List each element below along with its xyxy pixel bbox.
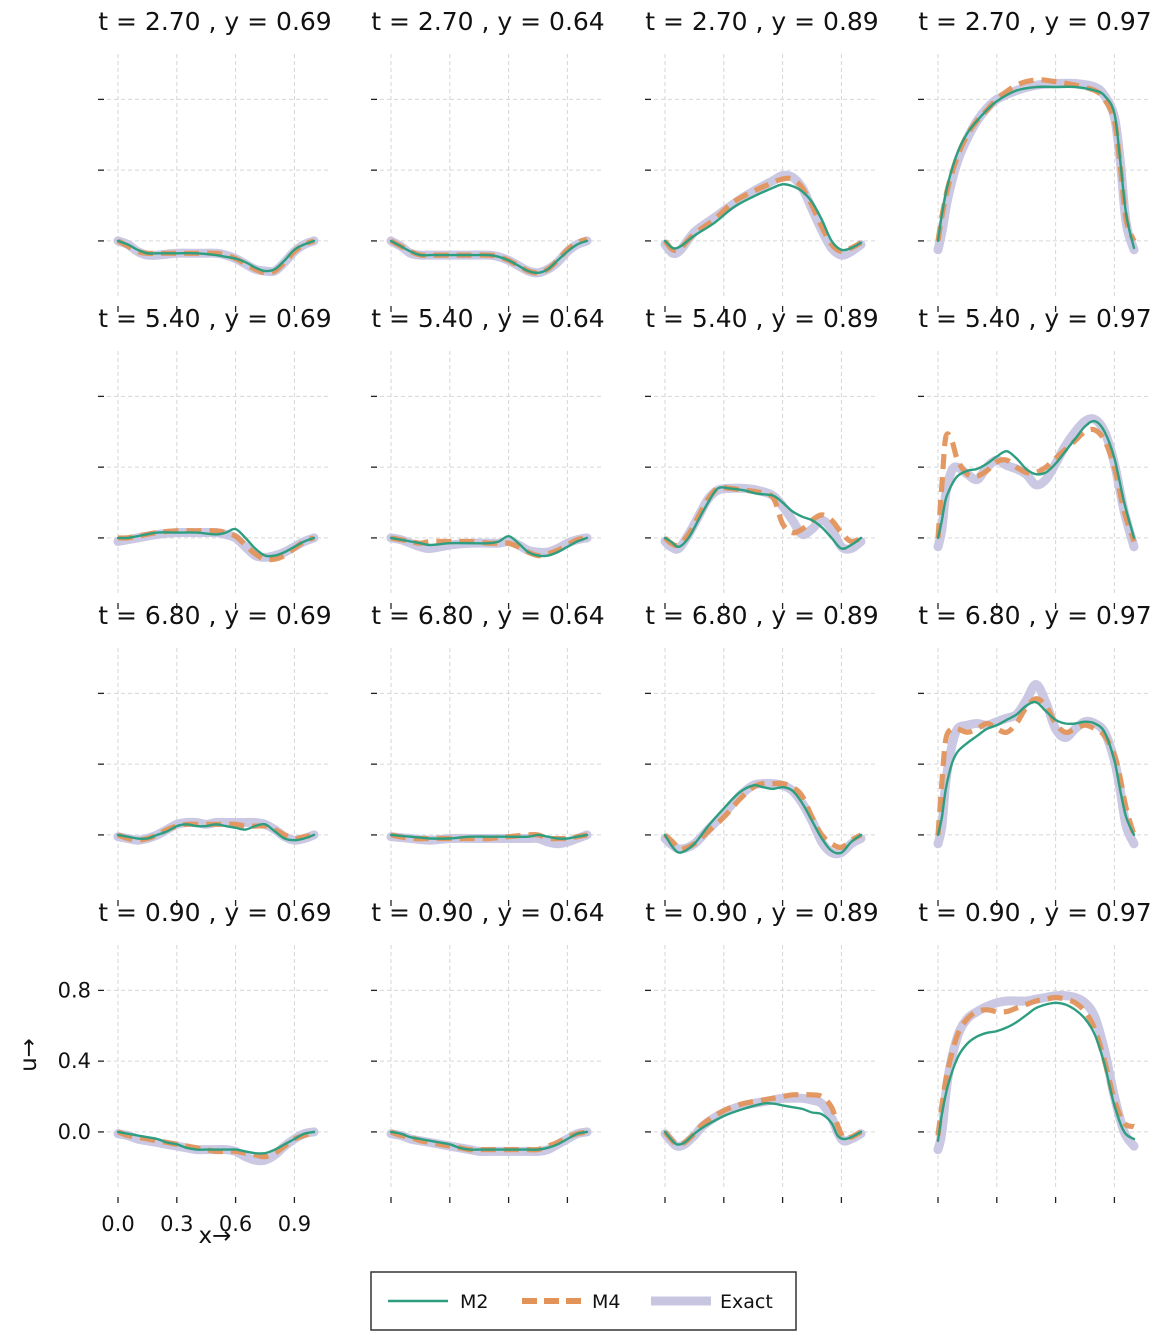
subplot: t = 6.80 , y = 0.69	[98, 601, 332, 906]
subplot: t = 6.80 , y = 0.97	[918, 601, 1152, 906]
subplot: t = 5.40 , y = 0.89	[645, 304, 879, 609]
subplot-title: t = 0.90 , y = 0.89	[645, 898, 878, 927]
x-axis-label: x→	[199, 1223, 232, 1249]
subplot-title: t = 6.80 , y = 0.97	[918, 601, 1151, 630]
gridlines	[100, 945, 330, 1189]
series-line-m4	[663, 484, 863, 549]
subplot-title: t = 5.40 , y = 0.97	[918, 304, 1151, 333]
x-tick-label: 0.6	[219, 1212, 252, 1236]
subplot: t = 6.80 , y = 0.64	[371, 601, 605, 906]
x-tick-label: 0.0	[101, 1212, 134, 1236]
series-line-m4	[935, 994, 1135, 1136]
series-line-exact	[113, 236, 319, 277]
subplot-title: t = 2.70 , y = 0.64	[371, 7, 604, 36]
series-line-m2	[116, 239, 316, 273]
series-line-m2	[389, 535, 589, 558]
series-line-m2	[116, 527, 316, 558]
x-tick-label: 0.3	[160, 1212, 193, 1236]
gridlines	[647, 54, 877, 298]
subplot-title: t = 5.40 , y = 0.89	[645, 304, 878, 333]
subplot: t = 2.70 , y = 0.97	[918, 7, 1152, 312]
subplot: t = 2.70 , y = 0.89	[645, 7, 879, 312]
series-line-m2	[663, 783, 863, 855]
subplot-title: t = 0.90 , y = 0.97	[918, 898, 1151, 927]
series-line-m2	[936, 700, 1136, 837]
gridlines	[100, 54, 330, 298]
y-tick-label: 0.4	[58, 1049, 91, 1073]
gridlines	[100, 648, 330, 892]
gridlines	[920, 54, 1150, 298]
series-line-m2	[663, 1101, 863, 1146]
series-line-m2	[663, 486, 863, 550]
series-line-exact	[386, 830, 592, 849]
gridlines	[647, 945, 877, 1189]
subplot-title: t = 2.70 , y = 0.69	[98, 7, 331, 36]
series-line-m4	[935, 426, 1137, 543]
series-line-m2	[936, 1001, 1136, 1142]
legend-label-m2: M2	[460, 1291, 488, 1313]
subplot: t = 2.70 , y = 0.69	[98, 7, 332, 312]
subplot-title: t = 6.80 , y = 0.64	[371, 601, 604, 630]
subplot: t = 5.40 , y = 0.64	[371, 304, 605, 609]
series-line-m4	[935, 77, 1137, 242]
series-line-m2	[663, 183, 863, 252]
subplot-title: t = 2.70 , y = 0.97	[918, 7, 1151, 36]
legend-label-exact: Exact	[720, 1291, 773, 1313]
series-line-m2	[389, 1130, 589, 1151]
series-line-m2	[389, 833, 589, 840]
subplot: t = 6.80 , y = 0.89	[645, 601, 879, 906]
subplot: t = 5.40 , y = 0.69	[98, 304, 332, 609]
series-line-m4	[117, 1129, 315, 1160]
subplot-title: t = 2.70 , y = 0.89	[645, 7, 878, 36]
series-line-exact	[933, 414, 1139, 552]
subplot-title: t = 6.80 , y = 0.69	[98, 601, 331, 630]
subplot-title: t = 0.90 , y = 0.64	[371, 898, 604, 927]
legend: M2 M4 Exact	[370, 1271, 797, 1331]
subplot: t = 5.40 , y = 0.97	[918, 304, 1152, 609]
gridlines	[373, 351, 603, 595]
subplot-grid: t = 2.70 , y = 0.69 t = 2.70 , y = 0.64 t …	[58, 7, 1152, 1236]
series-line-m2	[116, 1130, 316, 1155]
subplot-title: t = 5.40 , y = 0.64	[371, 304, 604, 333]
subplot: t = 2.70 , y = 0.64	[371, 7, 605, 312]
subplot: t = 0.90 , y = 0.64	[371, 898, 605, 1203]
gridlines	[100, 351, 330, 595]
series-line-m2	[936, 419, 1136, 540]
series-line-exact	[933, 78, 1139, 255]
y-tick-label: 0.8	[58, 978, 91, 1002]
gridlines	[373, 54, 603, 298]
y-tick-label: 0.0	[58, 1120, 91, 1144]
series-line-m2	[389, 239, 589, 275]
subplot: t = 0.90 , y = 0.69 0.0 0.4 0.8 0.0 0.3 0.6 0.9	[58, 898, 332, 1236]
subplot-title: t = 0.90 , y = 0.69	[98, 898, 331, 927]
legend-label-m4: M4	[592, 1291, 620, 1313]
series-line-m2	[116, 822, 316, 842]
gridlines	[373, 648, 603, 892]
x-tick-label: 0.9	[278, 1212, 311, 1236]
gridlines	[647, 351, 877, 595]
subplot: t = 0.90 , y = 0.89	[645, 898, 879, 1203]
subplot-title: t = 5.40 , y = 0.69	[98, 304, 331, 333]
subplot-title: t = 6.80 , y = 0.89	[645, 601, 878, 630]
series-line-m4	[935, 696, 1137, 836]
series-line-m2	[936, 85, 1136, 250]
gridlines	[920, 648, 1150, 892]
axis-labels: x→ u→	[16, 1038, 231, 1249]
subplot: t = 0.90 , y = 0.97	[918, 898, 1152, 1203]
y-axis-label: u→	[16, 1038, 42, 1072]
